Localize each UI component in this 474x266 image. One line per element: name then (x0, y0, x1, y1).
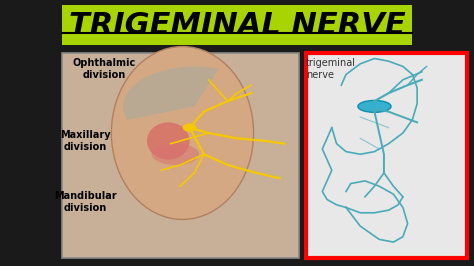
Ellipse shape (111, 47, 254, 219)
Text: TRIGEMINAL NERVE: TRIGEMINAL NERVE (69, 11, 405, 40)
Text: trigeminal
nerve: trigeminal nerve (306, 58, 356, 80)
Bar (62, 5, 412, 45)
Ellipse shape (358, 101, 391, 112)
Wedge shape (123, 66, 219, 120)
Ellipse shape (147, 122, 190, 160)
Bar (306, 53, 467, 258)
Text: Ophthalmic
division: Ophthalmic division (73, 58, 136, 80)
Circle shape (183, 124, 196, 131)
Bar (62, 53, 299, 258)
Text: Mandibular
division: Mandibular division (54, 191, 117, 213)
Ellipse shape (152, 144, 199, 165)
Text: Maxillary
division: Maxillary division (60, 130, 110, 152)
